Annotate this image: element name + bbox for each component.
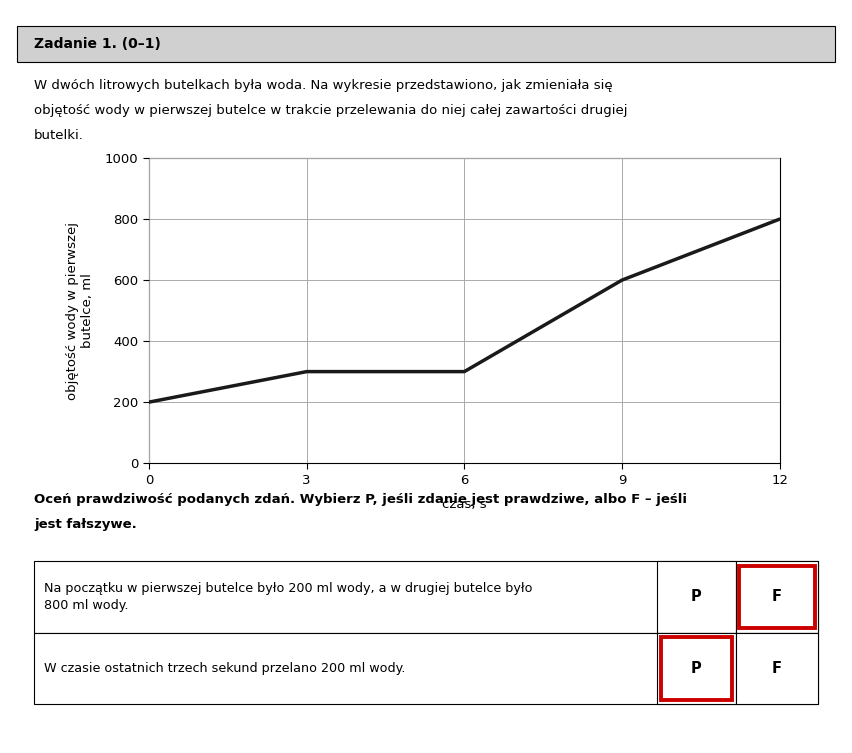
Text: P: P: [691, 661, 702, 675]
Bar: [739, 566, 815, 628]
Bar: [34, 561, 818, 633]
Text: F: F: [772, 590, 782, 604]
Bar: [660, 637, 732, 700]
Text: W dwóch litrowych butelkach była woda. Na wykresie przedstawiono, jak zmieniała : W dwóch litrowych butelkach była woda. N…: [34, 79, 613, 92]
Bar: [657, 561, 735, 633]
Bar: [17, 26, 835, 62]
X-axis label: czas, s: czas, s: [442, 498, 486, 511]
Text: objętość wody w pierwszej butelce w trakcie przelewania do niej całej zawartości: objętość wody w pierwszej butelce w trak…: [34, 104, 628, 117]
Text: Oceń prawdziwość podanych zdań. Wybierz P, jeśli zdanie jest prawdziwe, albo F –: Oceń prawdziwość podanych zdań. Wybierz …: [34, 493, 687, 506]
Y-axis label: objętość wody w pierwszej
butelce, ml: objętość wody w pierwszej butelce, ml: [66, 221, 94, 400]
Bar: [657, 633, 735, 704]
Bar: [34, 633, 818, 704]
Text: 800 ml wody.: 800 ml wody.: [44, 599, 129, 611]
Bar: [735, 561, 818, 633]
Text: F: F: [772, 661, 782, 675]
Text: jest fałszywe.: jest fałszywe.: [34, 518, 137, 531]
Text: butelki.: butelki.: [34, 129, 84, 142]
Text: P: P: [691, 590, 702, 604]
Text: Zadanie 1. (0–1): Zadanie 1. (0–1): [34, 38, 161, 51]
Text: Na początku w pierwszej butelce było 200 ml wody, a w drugiej butelce było: Na początku w pierwszej butelce było 200…: [44, 582, 532, 595]
Text: W czasie ostatnich trzech sekund przelano 200 ml wody.: W czasie ostatnich trzech sekund przelan…: [44, 662, 406, 675]
Bar: [735, 633, 818, 704]
